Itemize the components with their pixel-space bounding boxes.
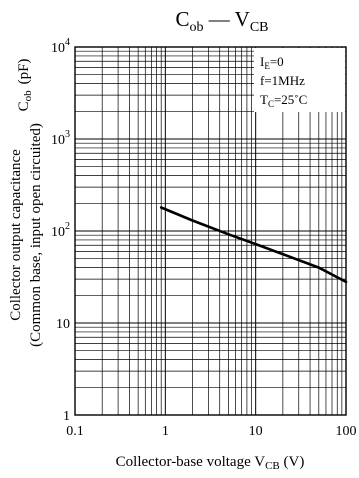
series-line [159,206,348,284]
x-axis-label-unit: (V) [280,454,305,470]
title-main: C [176,7,190,31]
y-tick-label: 103 [51,129,70,148]
y-tick-label: 104 [51,37,70,56]
y-symbol-sub: ob [22,90,34,102]
y-axis-symbol-text: Cob (pF) [16,59,34,112]
x-tick-label: 0.1 [66,424,84,439]
y-tick-label: 10 [56,317,70,332]
x-axis-label-sub: CB [265,460,280,472]
x-axis-label: Collector-base voltage VCB (V) [116,454,305,472]
y-axis-label: Collector output capacitance [8,149,24,321]
y-tick-label: 102 [51,221,70,240]
x-tick-label: 1 [162,424,169,439]
y-symbol-main: C [16,101,32,111]
title-dash-sub: CB [250,20,269,35]
series-layer [159,206,348,284]
y-axis-symbol: Cob (pF) [16,59,34,112]
y-axis-label-2: (Common base, input open circuited) [28,123,44,347]
x-tick-label: 100 [336,424,357,439]
x-tick-label: 10 [249,424,263,439]
condition-line: IE=0 [260,54,284,71]
title-main-sub: ob [190,20,204,35]
conditions-background [254,48,345,112]
title-dash: — V [204,7,250,31]
x-axis-label-main: Collector-base voltage V [116,454,266,470]
condition-line: TC=25˚C [260,92,307,109]
condition-line: f=1MHz [260,73,305,88]
y-axis-label-line2: (Common base, input open circuited) [28,123,44,347]
conditions-box: IE=0 f=1MHz TC=25˚C [254,48,345,112]
y-symbol-unit: (pF) [16,59,32,85]
y-tick-label: 1 [63,409,70,424]
chart-title: Cob — VCB [176,7,269,35]
plot-frame [74,46,347,416]
y-axis-label-line1: Collector output capacitance [8,149,24,321]
